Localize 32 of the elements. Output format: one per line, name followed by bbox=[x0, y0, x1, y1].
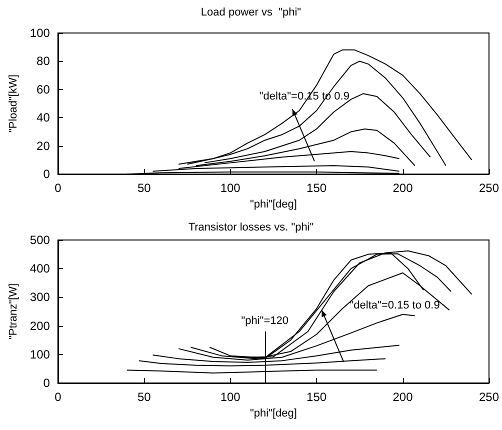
x-tick-label: 150 bbox=[306, 390, 327, 404]
x-tick-label: 100 bbox=[220, 181, 241, 196]
y-tick-label: 60 bbox=[36, 82, 50, 96]
y-tick-label: 100 bbox=[30, 347, 50, 362]
y-axis-title: "Ptranz"[W] bbox=[8, 283, 20, 340]
x-axis-title: "phi"[deg] bbox=[250, 198, 297, 210]
y-tick-label: 40 bbox=[36, 110, 50, 125]
x-tick-label: 150 bbox=[306, 181, 327, 196]
x-tick-label: 100 bbox=[220, 390, 241, 404]
x-tick-label: 0 bbox=[54, 390, 62, 404]
y-tick-label: 20 bbox=[36, 138, 50, 153]
y-tick-label: 80 bbox=[36, 54, 50, 68]
y-tick-label: 500 bbox=[30, 233, 50, 247]
x-tick-label: 250 bbox=[478, 181, 500, 196]
x-tick-label: 200 bbox=[392, 181, 414, 196]
ref-line-label: "phi"=120 bbox=[241, 315, 288, 328]
y-tick-label: 300 bbox=[30, 290, 50, 304]
x-tick-label: 0 bbox=[54, 181, 62, 196]
chart-title: Transistor losses vs. "phi" bbox=[188, 222, 314, 234]
y-tick-label: 100 bbox=[30, 26, 50, 40]
x-tick-label: 200 bbox=[392, 390, 414, 404]
y-tick-label: 0 bbox=[43, 376, 50, 390]
y-axis-title: "Pload"[kW] bbox=[8, 74, 20, 133]
x-tick-label: 250 bbox=[478, 390, 500, 404]
y-tick-label: 0 bbox=[43, 167, 50, 182]
x-axis-title: "phi"[deg] bbox=[250, 407, 297, 420]
x-tick-label: 50 bbox=[137, 390, 152, 404]
x-tick-label: 50 bbox=[137, 181, 152, 196]
annotation: "delta"=0.15 to 0.9 bbox=[350, 300, 440, 312]
y-tick-label: 200 bbox=[30, 318, 50, 333]
chart-title: Load power vs "phi" bbox=[200, 6, 302, 18]
y-tick-label: 400 bbox=[30, 262, 50, 276]
